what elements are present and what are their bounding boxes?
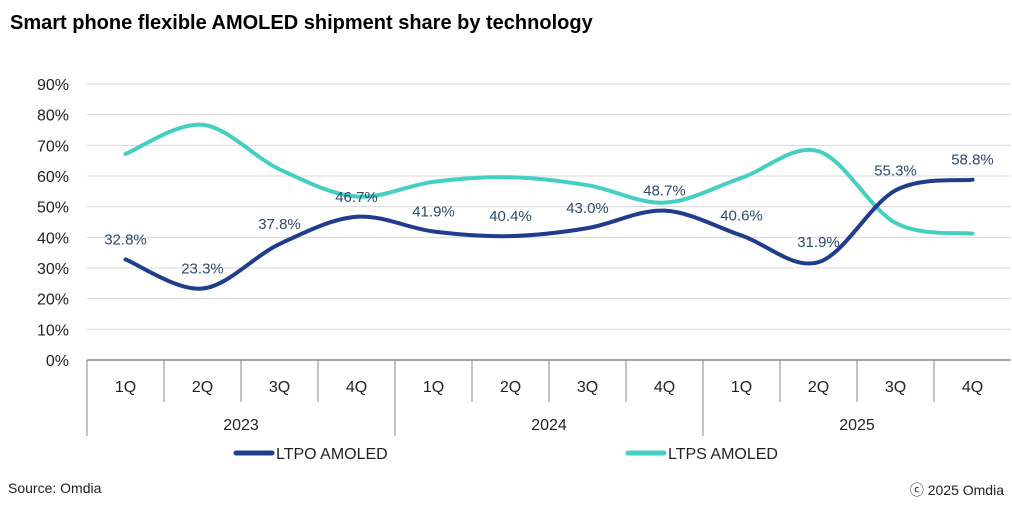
x-tick-label: 3Q (577, 379, 598, 396)
y-tick-label: 70% (37, 138, 69, 155)
x-tick-label: 4Q (654, 379, 675, 396)
x-group-label: 2024 (531, 417, 567, 434)
legend-label: LTPS AMOLED (668, 446, 778, 463)
x-tick-label: 1Q (423, 379, 444, 396)
y-tick-label: 0% (46, 353, 69, 370)
data-label: 46.7% (335, 189, 378, 206)
y-tick-label: 80% (37, 108, 69, 125)
y-tick-label: 60% (37, 169, 69, 186)
y-tick-label: 20% (37, 292, 69, 309)
x-tick-label: 2Q (808, 379, 829, 396)
x-group-label: 2025 (839, 417, 875, 434)
data-label: 43.0% (566, 200, 609, 217)
source-note: Source: Omdia (8, 480, 102, 496)
x-tick-label: 1Q (731, 379, 752, 396)
copyright-note: ⓒ 2025 Omdia (909, 482, 1004, 498)
data-label: 40.6% (720, 207, 763, 224)
data-label: 40.4% (489, 208, 532, 225)
y-tick-label: 30% (37, 261, 69, 278)
x-tick-label: 2Q (192, 379, 213, 396)
data-label: 41.9% (412, 204, 455, 221)
y-tick-label: 90% (37, 77, 69, 94)
x-tick-label: 4Q (962, 379, 983, 396)
x-tick-label: 1Q (115, 379, 136, 396)
data-label: 31.9% (797, 234, 840, 251)
y-tick-label: 40% (37, 230, 69, 247)
x-group-label: 2023 (223, 417, 259, 434)
x-tick-label: 3Q (269, 379, 290, 396)
data-label: 32.8% (104, 231, 147, 248)
data-label: 48.7% (643, 183, 686, 200)
data-label: 37.8% (258, 216, 301, 233)
y-tick-label: 50% (37, 200, 69, 217)
legend-label: LTPO AMOLED (276, 446, 388, 463)
x-tick-label: 4Q (346, 379, 367, 396)
x-tick-label: 2Q (500, 379, 521, 396)
chart-title: Smart phone flexible AMOLED shipment sha… (10, 12, 593, 34)
data-label: 58.8% (951, 152, 994, 169)
x-tick-label: 3Q (885, 379, 906, 396)
series-line-ltps-amoled (123, 122, 975, 236)
y-tick-label: 10% (37, 322, 69, 339)
data-label: 23.3% (181, 261, 224, 278)
series-line-ltpo-amoled (123, 177, 975, 291)
data-label: 55.3% (874, 162, 917, 179)
